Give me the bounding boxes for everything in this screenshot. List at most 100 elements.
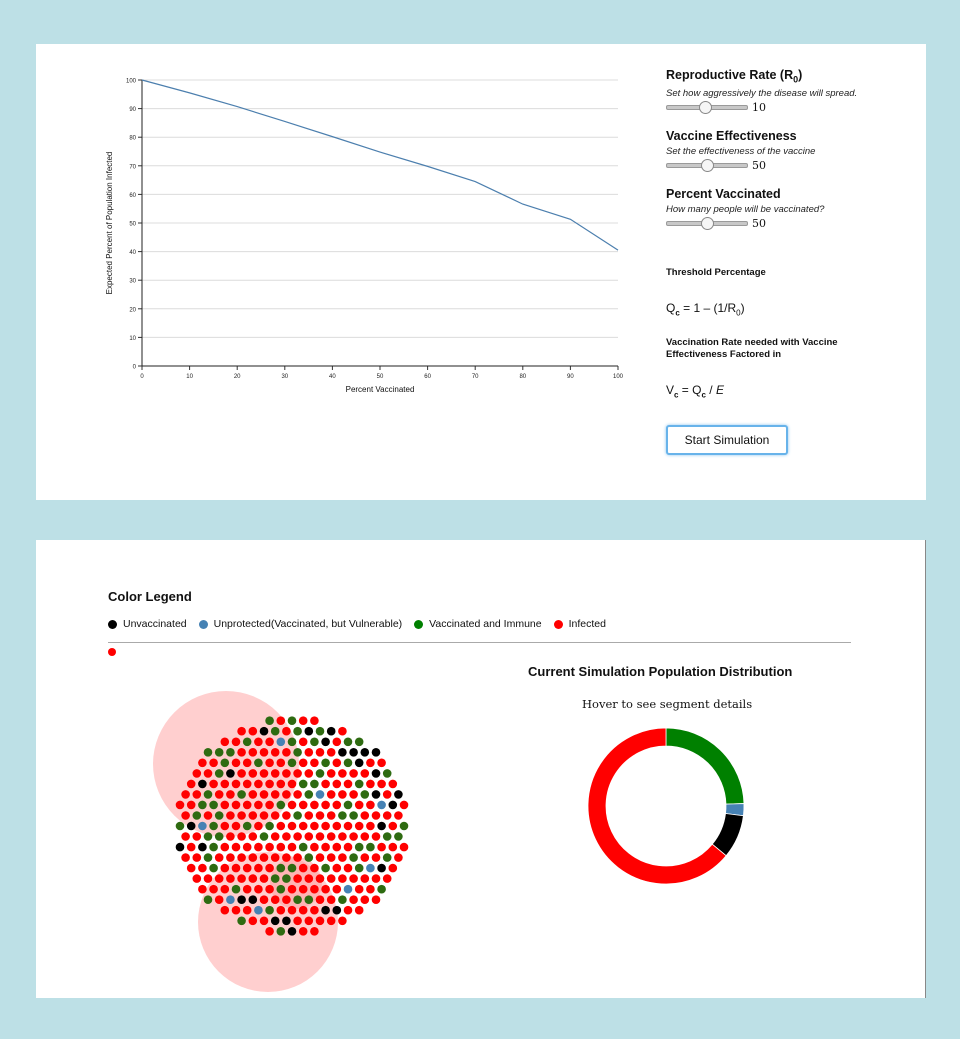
infected-person-dot <box>287 821 297 831</box>
r0-slider[interactable] <box>666 101 748 114</box>
infected-person-dot <box>326 832 336 841</box>
immune-person-dot <box>310 779 319 789</box>
unvaccinated-person-dot <box>326 726 336 736</box>
infected-person-dot <box>298 821 308 831</box>
infected-person-dot <box>259 769 269 778</box>
infected-person-dot <box>282 895 291 904</box>
infected-person-dot <box>231 821 241 831</box>
unvaccinated-person-dot <box>282 916 291 926</box>
vaccine-slider-thumb[interactable] <box>701 159 714 172</box>
infected-person-dot <box>231 905 241 915</box>
infected-person-dot <box>388 821 398 831</box>
immune-person-dot <box>237 916 246 926</box>
immune-person-dot <box>214 832 224 841</box>
infected-person-dot <box>237 832 246 841</box>
percent-slider[interactable] <box>666 217 748 230</box>
color-legend: Unvaccinated Unprotected(Vaccinated, but… <box>108 618 618 630</box>
immune-person-dot <box>209 821 218 831</box>
infected-person-dot <box>242 842 252 852</box>
infected-person-dot <box>231 800 241 810</box>
y-tick-label: 90 <box>129 107 136 113</box>
unvaccinated-person-dot <box>371 790 381 799</box>
infected-person-dot <box>332 821 342 831</box>
unvaccinated-person-dot <box>377 821 386 831</box>
infected-person-dot <box>214 874 224 883</box>
x-axis-label: Percent Vaccinated <box>346 385 415 394</box>
infected-person-dot <box>242 863 252 873</box>
unvaccinated-dot-icon <box>108 619 117 629</box>
r0-value: 10 <box>752 101 766 114</box>
infected-person-dot <box>282 790 291 799</box>
simulation-canvas[interactable] <box>108 648 438 998</box>
infected-person-dot <box>338 769 347 778</box>
r0-slider-thumb[interactable] <box>699 101 713 114</box>
immune-person-dot <box>209 842 218 852</box>
y-tick-label: 10 <box>129 336 136 342</box>
percent-slider-thumb[interactable] <box>701 217 714 230</box>
infected-person-dot <box>349 790 358 799</box>
immune-person-dot <box>214 811 224 820</box>
infected-person-dot <box>237 811 246 820</box>
immune-dot-icon <box>414 619 424 629</box>
infected-person-dot <box>248 769 258 778</box>
infected-person-dot <box>326 895 336 904</box>
infected-dot-icon <box>553 619 563 629</box>
infected-person-dot <box>399 842 409 852</box>
infected-person-dot <box>248 916 258 926</box>
unvaccinated-person-dot <box>394 790 403 799</box>
immune-person-dot <box>321 863 330 873</box>
infected-person-dot <box>265 737 274 747</box>
infected-person-dot <box>254 863 263 873</box>
infected-person-dot <box>293 790 302 799</box>
y-tick-label: 100 <box>126 79 137 85</box>
infected-person-dot <box>259 748 269 757</box>
start-simulation-button[interactable]: Start Simulation <box>666 425 788 455</box>
immune-person-dot <box>265 821 274 831</box>
infected-person-dot <box>226 811 235 820</box>
immune-person-dot <box>276 884 286 894</box>
immune-person-dot <box>254 758 263 768</box>
unvaccinated-person-dot <box>175 842 185 852</box>
infected-person-dot <box>259 790 269 799</box>
unprotected-person-dot <box>343 884 353 894</box>
vaccine-slider[interactable] <box>666 159 748 172</box>
infected-person-dot <box>315 916 325 926</box>
infected-person-dot <box>220 842 230 852</box>
infected-person-dot <box>259 853 269 862</box>
infected-person-dot <box>382 811 392 820</box>
unvaccinated-person-dot <box>237 895 246 904</box>
infected-person-dot <box>248 726 258 736</box>
vaccine-control: Vaccine Effectiveness Set the effectiven… <box>666 129 896 173</box>
legend-item-infected: Infected <box>553 618 606 630</box>
infected-person-dot <box>315 748 325 757</box>
infected-person-dot <box>298 905 308 915</box>
percent-control: Percent Vaccinated How many people will … <box>666 187 896 231</box>
infected-person-dot <box>338 874 347 883</box>
infected-marker-icon <box>108 648 116 656</box>
immune-person-dot <box>265 716 274 725</box>
y-tick-label: 50 <box>129 222 136 228</box>
infected-person-dot <box>338 790 347 799</box>
donut-segment[interactable] <box>665 727 745 805</box>
infected-person-dot <box>248 811 258 820</box>
infected-person-dot <box>220 863 230 873</box>
infected-person-dot <box>214 895 224 904</box>
infected-person-dot <box>203 874 213 883</box>
immune-person-dot <box>315 769 325 778</box>
infected-person-dot <box>371 832 381 841</box>
simulation-panel: Color Legend Unvaccinated Unprotected(Va… <box>36 540 926 998</box>
infected-person-dot <box>321 884 330 894</box>
infected-person-dot <box>293 769 302 778</box>
infected-person-dot <box>181 790 190 799</box>
infected-person-dot <box>310 800 319 810</box>
infected-person-dot <box>326 748 336 757</box>
population-donut-chart[interactable] <box>586 726 746 886</box>
infected-person-dot <box>354 884 364 894</box>
infected-person-dot <box>226 874 235 883</box>
infected-person-dot <box>186 842 196 852</box>
donut-segment[interactable] <box>587 727 727 885</box>
infected-person-dot <box>287 884 297 894</box>
infected-person-dot <box>298 884 308 894</box>
infected-person-dot <box>254 800 263 810</box>
unvaccinated-person-dot <box>321 905 330 915</box>
